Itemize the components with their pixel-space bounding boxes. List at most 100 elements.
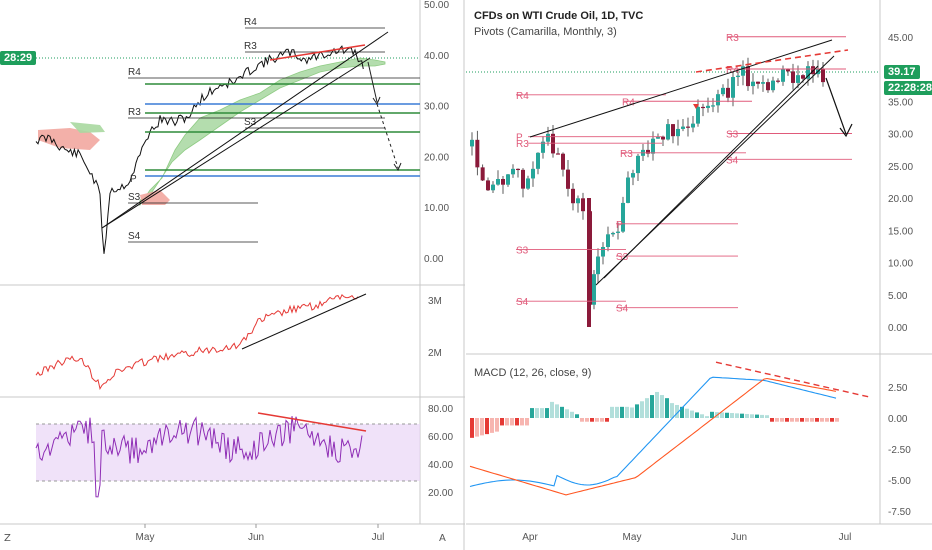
candle-body [511,168,515,175]
projection-arrowhead [839,123,853,138]
candle-body [806,66,810,79]
price-axis-tick: 40.00 [424,51,449,62]
candle-body [706,105,710,108]
macd-axis-tick: -2.50 [888,445,911,456]
candle-body [701,106,705,109]
left-chart-panel[interactable]: 50.00 40.00 30.00 20.00 10.00 0.00 May Jun Jul R4… [0,0,465,550]
price-line [35,45,364,254]
candle-body [751,81,755,87]
macd-histogram-bar [655,391,659,418]
candle-body [531,168,535,179]
candle-body [506,174,510,185]
rsi-divergence-line [257,412,367,432]
right-corner-label[interactable]: A [439,533,446,544]
channel-inner-trendline [603,65,819,279]
candle-body [592,274,596,305]
candle-body [666,124,670,140]
macd-signal-line [469,377,837,496]
candle-body [736,75,740,78]
right-price-tag: 39.17 [884,65,920,79]
obv-line [35,293,359,391]
chart-title: CFDs on WTI Crude Oil, 1D, TVC [474,10,644,22]
macd-histogram-bar [520,418,524,426]
pivot-level-label: R3 [516,139,529,150]
left-price-tag: 28:29 [0,51,37,65]
candle-body [526,178,530,189]
candle-body [626,177,630,203]
macd-histogram-bar [685,408,689,418]
trendline-lower [101,57,371,229]
pivot-level-label: S3 [616,252,629,263]
macd-histogram-bar [795,418,799,422]
pivots-indicator-label[interactable]: Pivots (Camarilla, Monthly, 3) [474,26,617,38]
macd-histogram-bar [590,418,594,422]
candle-body [811,66,815,75]
pivot-level-label: S3 [516,246,529,257]
macd-histogram-bar [580,418,584,422]
candle-body [496,178,500,185]
time-axis-tick: Jun [731,532,747,543]
candle-body [571,188,575,204]
candle-body [676,128,680,137]
candle-body [801,75,805,79]
candle-body [821,69,825,83]
pivot-level-label: R3 [620,149,633,160]
candle-body [776,80,780,82]
price-axis-tick: 45.00 [888,33,913,44]
macd-histogram-bar [725,412,729,418]
macd-histogram-bar [605,418,609,422]
candle-body [581,198,585,212]
macd-histogram-bar [510,418,514,426]
resistance-dashed-line [695,49,849,73]
macd-histogram-bar [690,410,694,418]
macd-histogram-bar [820,418,824,422]
macd-histogram-bar [785,418,789,422]
rsi-axis-tick: 80.00 [428,404,453,415]
obv-trendline [241,293,367,350]
macd-histogram-bar [730,413,734,418]
pivot-level-label: S4 [128,231,141,242]
price-axis-tick: 20.00 [888,194,913,205]
macd-histogram-bar [805,418,809,422]
macd-histogram-bar [595,418,599,422]
candle-body [601,247,605,257]
pivot-level-label: R4 [128,67,141,78]
macd-axis-tick: -7.50 [888,507,911,518]
projection-arrow [825,77,847,135]
candle-body [796,75,800,83]
candle-body [556,153,560,155]
macd-histogram-bar [740,413,744,418]
candle-body [587,198,591,327]
candle-body [516,168,520,171]
macd-histogram-bar [745,413,749,418]
resistance-trendline [269,44,366,61]
channel-upper-trendline [529,39,833,138]
ichimoku-cloud-bullish [70,122,105,133]
candle-body [671,124,675,137]
candle-body [761,82,765,84]
volume-axis-tick: 3M [428,296,442,307]
candle-body [696,106,700,124]
right-chart-panel[interactable]: 45.0040.0035.0030.0025.0020.0015.0010.00… [466,0,932,550]
macd-histogram-bar [525,418,529,426]
candle-body [611,232,615,235]
macd-indicator-label[interactable]: MACD (12, 26, close, 9) [474,367,592,379]
macd-histogram-bar [535,408,539,418]
candle-body [691,123,695,128]
pivot-level-label: R4 [726,65,739,76]
macd-histogram-bar [485,418,489,435]
macd-histogram-bar [625,406,629,418]
macd-histogram-bar [555,404,559,418]
macd-histogram-bar [615,406,619,418]
price-axis-tick: 35.00 [888,97,913,108]
left-corner-label[interactable]: Z [4,533,11,544]
pivot-level-label: R3 [128,107,141,118]
candle-body [480,167,485,181]
candle-body [731,77,735,98]
candle-body [686,126,690,128]
macd-histogram-bar [635,404,639,418]
volume-axis-tick: 2M [428,348,442,359]
macd-line [469,376,837,488]
macd-histogram-bar [545,408,549,418]
